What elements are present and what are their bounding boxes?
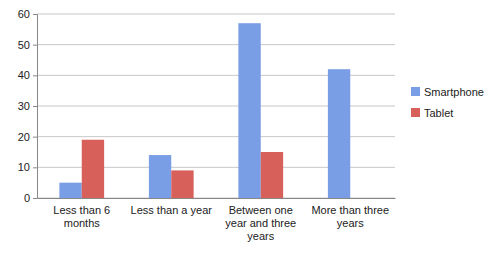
- x-tick-label: Between oneyear and threeyears: [225, 204, 296, 242]
- x-axis-line: [38, 198, 396, 199]
- legend-entry: Smartphone: [411, 86, 484, 98]
- y-tick-mark: [33, 45, 37, 46]
- y-tick-label: 40: [18, 69, 30, 81]
- x-tick: Between oneyear and threeyears: [225, 204, 296, 242]
- y-tick-label: 10: [18, 161, 30, 173]
- plot: 0102030405060Less than 6monthsLess than …: [18, 8, 396, 242]
- legend-label: Tablet: [424, 107, 453, 119]
- y-tick: 50: [18, 39, 37, 51]
- y-axis-line: [33, 15, 38, 199]
- bar: [261, 152, 283, 198]
- x-tick: Less than a year: [131, 204, 213, 216]
- y-tick-label: 20: [18, 131, 30, 143]
- bar: [149, 155, 171, 198]
- bar: [238, 23, 260, 198]
- y-tick: 40: [18, 69, 37, 81]
- grid-line: [37, 14, 395, 15]
- chart: 0102030405060Less than 6monthsLess than …: [0, 0, 503, 261]
- y-axis: 0 10 20 30 40 50 60: [18, 8, 38, 204]
- legend-swatch: [411, 108, 420, 117]
- legend-entry: Tablet: [411, 107, 453, 119]
- y-tick-mark: [33, 198, 37, 199]
- x-tick-label: More than threeyears: [311, 204, 389, 229]
- y-tick-mark: [33, 167, 37, 168]
- y-tick-mark: [33, 14, 37, 15]
- bar: [350, 198, 372, 199]
- x-tick-label: Less than 6months: [53, 204, 110, 229]
- legend-label: Smartphone: [424, 86, 484, 98]
- bars: [59, 23, 350, 198]
- bar: [82, 140, 104, 198]
- legend-swatch: [411, 87, 420, 96]
- y-tick-label: 60: [18, 8, 30, 20]
- y-tick-label: 30: [18, 100, 30, 112]
- legend: Smartphone Tablet: [411, 86, 484, 119]
- y-tick-mark: [33, 106, 37, 107]
- y-tick: 20: [18, 131, 37, 143]
- y-tick-mark: [33, 75, 37, 76]
- y-tick-label: 50: [18, 39, 30, 51]
- y-tick: 30: [18, 100, 37, 112]
- bar: [328, 69, 350, 198]
- y-tick: 60: [18, 8, 37, 20]
- y-tick-mark: [33, 137, 37, 138]
- x-axis: Less than 6months Less than a year Between…: [38, 199, 396, 243]
- y-tick-label: 0: [24, 192, 30, 204]
- y-tick: 0: [24, 192, 37, 204]
- x-tick-label: Less than a year: [131, 204, 213, 216]
- grid: [37, 14, 395, 198]
- y-tick: 10: [18, 161, 37, 173]
- x-tick: Less than 6months: [53, 204, 110, 229]
- grid-line: [37, 44, 395, 45]
- x-tick: More than threeyears: [311, 204, 389, 229]
- bar: [59, 183, 81, 198]
- bar: [171, 170, 193, 198]
